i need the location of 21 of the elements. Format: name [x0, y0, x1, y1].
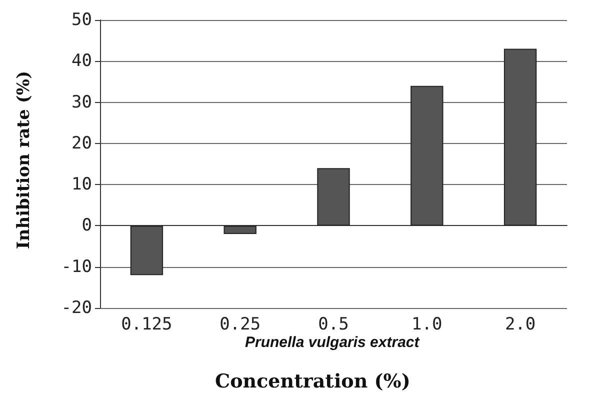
y-tick-label: 30 — [72, 92, 92, 112]
bar — [317, 168, 350, 226]
y-tick-label: -10 — [61, 256, 92, 277]
bar — [410, 86, 444, 226]
y-tick-label: 20 — [72, 133, 92, 154]
y-tick-label: 0 — [82, 216, 92, 236]
x-tick-label: 0.125 — [121, 314, 172, 334]
x-axis-title: Concentration (%) — [215, 370, 410, 392]
bar — [130, 226, 164, 276]
x-tick-label: 0.5 — [318, 314, 349, 334]
y-tick-label: -20 — [61, 298, 92, 318]
y-tick-label: 10 — [72, 174, 92, 195]
y-tick-label: 40 — [72, 51, 92, 72]
y-tick-label: 50 — [72, 10, 92, 30]
bar — [224, 226, 256, 234]
x-tick-label: 1.0 — [412, 314, 442, 334]
x-tick-label: 2.0 — [504, 314, 536, 334]
y-axis-title: Inhibition rate (%) — [14, 70, 34, 250]
bar — [504, 48, 537, 226]
text: Prunella vulgaris extract — [245, 334, 420, 351]
x-tick-label: 0.25 — [220, 314, 261, 334]
